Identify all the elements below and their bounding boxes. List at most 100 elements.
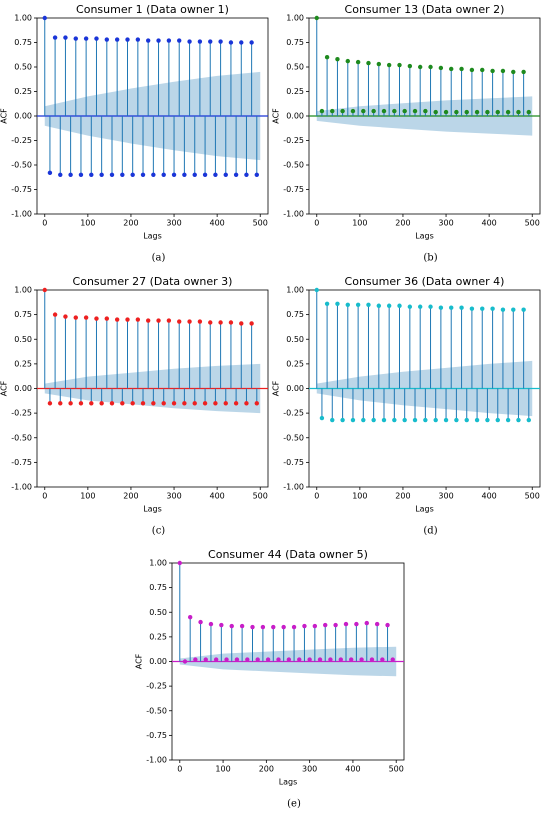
stem-marker bbox=[73, 36, 78, 41]
stem-marker bbox=[47, 401, 53, 406]
stem-marker bbox=[443, 109, 449, 115]
stem-marker bbox=[182, 401, 187, 406]
chart-title: Consumer 36 (Data owner 4) bbox=[345, 275, 505, 288]
x-tick-label: 500 bbox=[525, 492, 540, 501]
acf-panel: 0 100 200 300 400 500 -1.00 -0.75 -0.50 -0.25 0.00… bbox=[272, 3, 541, 264]
stem-marker bbox=[338, 657, 344, 662]
y-tick-label: 0.00 bbox=[149, 657, 167, 666]
stem-marker bbox=[52, 312, 58, 317]
y-tick-label: -0.75 bbox=[11, 458, 32, 467]
x-tick-label: 400 bbox=[482, 219, 497, 228]
stem-marker bbox=[233, 401, 239, 406]
stem-marker bbox=[390, 657, 395, 662]
stem-marker bbox=[345, 58, 350, 64]
stem-marker bbox=[340, 108, 345, 114]
stem-marker bbox=[156, 38, 161, 43]
stem-marker bbox=[511, 307, 516, 312]
x-tick-label: 500 bbox=[253, 492, 268, 501]
stem-marker bbox=[193, 657, 198, 662]
stem-marker bbox=[229, 623, 234, 629]
stem-marker bbox=[449, 305, 454, 310]
y-axis-label: ACF bbox=[135, 653, 144, 669]
stem-marker bbox=[314, 15, 319, 21]
stem-marker bbox=[376, 61, 382, 67]
stem-marker bbox=[526, 109, 531, 115]
stem-marker bbox=[366, 60, 371, 66]
stem-marker bbox=[249, 321, 254, 326]
stem-marker bbox=[140, 401, 146, 406]
stem-marker bbox=[516, 417, 521, 423]
x-tick-label: 300 bbox=[302, 765, 317, 774]
stem-marker bbox=[335, 56, 340, 62]
chart-title: Consumer 44 (Data owner 5) bbox=[208, 548, 368, 561]
stem-marker bbox=[371, 108, 376, 114]
stem-marker bbox=[381, 108, 387, 114]
stem-marker bbox=[291, 624, 297, 630]
y-tick-label: 0.75 bbox=[14, 38, 32, 47]
stem-marker bbox=[376, 303, 382, 308]
stem-marker bbox=[223, 401, 228, 406]
stem-marker bbox=[350, 417, 356, 423]
stem-marker bbox=[364, 620, 369, 626]
x-tick-label: 0 bbox=[314, 492, 319, 501]
x-axis-label: Lags bbox=[279, 778, 298, 787]
stem-marker bbox=[335, 301, 340, 306]
stem-marker bbox=[354, 621, 359, 627]
stem-marker bbox=[58, 401, 63, 406]
stem-marker bbox=[330, 108, 335, 114]
stem-marker bbox=[42, 15, 47, 21]
y-tick-label: 0.75 bbox=[286, 38, 304, 47]
stem-marker bbox=[140, 172, 146, 177]
x-axis-label: Lags bbox=[143, 232, 162, 241]
stem-marker bbox=[78, 172, 84, 177]
stem-marker bbox=[286, 657, 292, 662]
stem-marker bbox=[145, 318, 151, 323]
stem-marker bbox=[385, 622, 390, 628]
y-tick-label: -1.00 bbox=[283, 483, 304, 492]
stem-marker bbox=[218, 320, 223, 325]
stem-marker bbox=[260, 624, 266, 630]
stem-marker bbox=[423, 108, 428, 114]
stem-marker bbox=[198, 619, 203, 625]
stem-marker bbox=[495, 109, 500, 115]
stem-marker bbox=[324, 55, 330, 60]
stem-marker bbox=[412, 108, 418, 114]
stem-marker bbox=[343, 621, 349, 627]
y-axis-label: ACF bbox=[272, 380, 281, 396]
stem-marker bbox=[423, 417, 428, 423]
y-tick-label: 1.00 bbox=[286, 14, 304, 23]
y-tick-label: 0.50 bbox=[286, 335, 304, 344]
stem-marker bbox=[145, 38, 151, 43]
stem-marker bbox=[254, 401, 259, 406]
stem-marker bbox=[187, 319, 192, 324]
stem-marker bbox=[114, 37, 120, 42]
chart-title: Consumer 1 (Data owner 1) bbox=[76, 3, 229, 16]
y-tick-label: -0.75 bbox=[283, 458, 304, 467]
stem-marker bbox=[254, 172, 259, 177]
y-tick-label: 0.00 bbox=[14, 384, 32, 393]
x-tick-label: 100 bbox=[215, 765, 230, 774]
stem-marker bbox=[319, 415, 325, 421]
stem-marker bbox=[202, 401, 208, 406]
stem-marker bbox=[161, 172, 166, 177]
stem-marker bbox=[78, 401, 84, 406]
stem-marker bbox=[392, 108, 397, 114]
stem-marker bbox=[317, 657, 323, 662]
stem-marker bbox=[99, 172, 104, 177]
stem-marker bbox=[47, 170, 53, 176]
y-tick-label: -0.75 bbox=[283, 185, 304, 194]
x-tick-label: 300 bbox=[166, 492, 181, 501]
x-tick-label: 100 bbox=[80, 492, 95, 501]
x-tick-label: 400 bbox=[482, 492, 497, 501]
stem-marker bbox=[109, 401, 115, 406]
stem-marker bbox=[526, 417, 531, 423]
stem-marker bbox=[490, 68, 495, 74]
stem-marker bbox=[490, 306, 495, 311]
stem-marker bbox=[109, 172, 115, 177]
x-tick-label: 200 bbox=[259, 765, 274, 774]
stem-marker bbox=[428, 304, 433, 309]
y-tick-label: 0.25 bbox=[286, 87, 304, 96]
stem-marker bbox=[94, 316, 99, 321]
stem-marker bbox=[443, 417, 449, 423]
stem-marker bbox=[161, 401, 166, 406]
